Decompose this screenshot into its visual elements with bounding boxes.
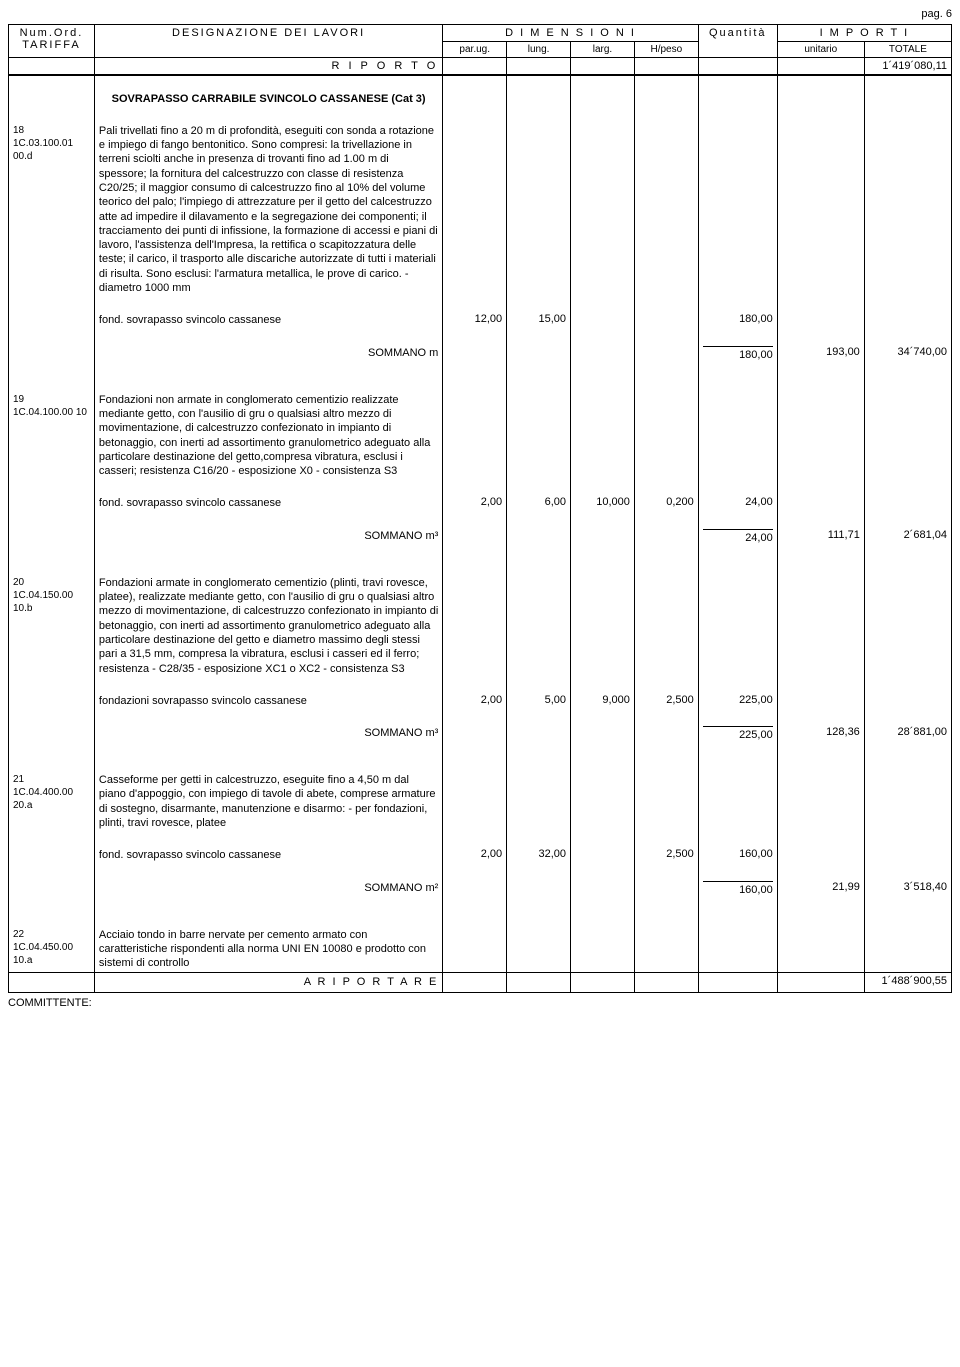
page-number: pag. 6 bbox=[8, 8, 952, 20]
header-quantita: Quantità bbox=[698, 25, 777, 58]
sommano-qty: 225,00 bbox=[698, 724, 777, 743]
table-row bbox=[9, 912, 952, 926]
header-totale: TOTALE bbox=[864, 42, 951, 58]
table-row: fond. sovrapasso svincolo cassanese2,003… bbox=[9, 846, 952, 864]
table-row bbox=[9, 330, 952, 344]
table-row bbox=[9, 757, 952, 771]
header-unitario: unitario bbox=[777, 42, 864, 58]
table-row: SOVRAPASSO CARRABILE SVINCOLO CASSANESE … bbox=[9, 90, 952, 108]
table-row bbox=[9, 76, 952, 90]
header-larg: larg. bbox=[571, 42, 635, 58]
section-title: SOVRAPASSO CARRABILE SVINCOLO CASSANESE … bbox=[94, 90, 442, 108]
header-lung: lung. bbox=[507, 42, 571, 58]
table-row bbox=[9, 377, 952, 391]
a-riportare-label: A R I P O R T A R E bbox=[94, 973, 442, 992]
header-hpeso: H/peso bbox=[634, 42, 698, 58]
item-code: 181C.03.100.01 00.d bbox=[9, 122, 95, 298]
table-row: fondazioni sovrapasso svincolo cassanese… bbox=[9, 692, 952, 710]
sommano-label: SOMMANO m² bbox=[94, 879, 442, 898]
table-row: SOMMANO m³225,00128,3628´881,00 bbox=[9, 724, 952, 743]
header-parug: par.ug. bbox=[443, 42, 507, 58]
header-dimensioni: D I M E N S I O N I bbox=[443, 25, 698, 42]
item-description: Fondazioni non armate in conglomerato ce… bbox=[94, 391, 442, 481]
table-row: 221C.04.450.00 10.aAcciaio tondo in barr… bbox=[9, 926, 952, 973]
item-code: 221C.04.450.00 10.a bbox=[9, 926, 95, 973]
committente-label: COMMITTENTE: bbox=[8, 997, 952, 1009]
table-row bbox=[9, 513, 952, 527]
table-row: 181C.03.100.01 00.dPali trivellati fino … bbox=[9, 122, 952, 298]
table-row bbox=[9, 108, 952, 122]
table-row bbox=[9, 297, 952, 311]
item-code: 191C.04.100.00 10 bbox=[9, 391, 95, 481]
measurement-label: fond. sovrapasso svincolo cassanese bbox=[94, 846, 442, 864]
item-description: Fondazioni armate in conglomerato cement… bbox=[94, 574, 442, 678]
item-code: 201C.04.150.00 10.b bbox=[9, 574, 95, 678]
table-header: Num.Ord. TARIFFA DESIGNAZIONE DEI LAVORI… bbox=[9, 25, 952, 58]
table-row: fond. sovrapasso svincolo cassanese2,006… bbox=[9, 494, 952, 512]
item-description: Casseforme per getti in calcestruzzo, es… bbox=[94, 771, 442, 832]
item-code: 211C.04.400.00 20.a bbox=[9, 771, 95, 832]
sommano-qty: 160,00 bbox=[698, 879, 777, 898]
header-designazione: DESIGNAZIONE DEI LAVORI bbox=[94, 25, 442, 58]
table-row: 201C.04.150.00 10.bFondazioni armate in … bbox=[9, 574, 952, 678]
table-row: SOMMANO m180,00193,0034´740,00 bbox=[9, 344, 952, 363]
sommano-label: SOMMANO m³ bbox=[94, 724, 442, 743]
table-row bbox=[9, 832, 952, 846]
riporto-row: R I P O R T O 1´419´080,11 bbox=[9, 58, 952, 75]
sommano-qty: 180,00 bbox=[698, 344, 777, 363]
table-row bbox=[9, 678, 952, 692]
table-row bbox=[9, 743, 952, 757]
measurement-label: fond. sovrapasso svincolo cassanese bbox=[94, 311, 442, 329]
table-row bbox=[9, 363, 952, 377]
item-description: Pali trivellati fino a 20 m di profondit… bbox=[94, 122, 442, 298]
riporto-label: R I P O R T O bbox=[94, 58, 442, 75]
sommano-label: SOMMANO m bbox=[94, 344, 442, 363]
table-row: fond. sovrapasso svincolo cassanese12,00… bbox=[9, 311, 952, 329]
a-riportare-value: 1´488´900,55 bbox=[864, 973, 951, 992]
table-row bbox=[9, 865, 952, 879]
sommano-label: SOMMANO m³ bbox=[94, 527, 442, 546]
table-row: 211C.04.400.00 20.aCasseforme per getti … bbox=[9, 771, 952, 832]
header-num-ord: Num.Ord. TARIFFA bbox=[9, 25, 95, 58]
sommano-qty: 24,00 bbox=[698, 527, 777, 546]
header-importi: I M P O R T I bbox=[777, 25, 951, 42]
item-description: Acciaio tondo in barre nervate per cemen… bbox=[94, 926, 442, 973]
table-row bbox=[9, 710, 952, 724]
table-row bbox=[9, 480, 952, 494]
table-row bbox=[9, 560, 952, 574]
riporto-value: 1´419´080,11 bbox=[864, 58, 951, 75]
bill-of-quantities-table: Num.Ord. TARIFFA DESIGNAZIONE DEI LAVORI… bbox=[8, 24, 952, 993]
table-row: SOMMANO m³24,00111,712´681,04 bbox=[9, 527, 952, 546]
table-row: 191C.04.100.00 10Fondazioni non armate i… bbox=[9, 391, 952, 481]
table-row bbox=[9, 546, 952, 560]
a-riportare-row: A R I P O R T A R E 1´488´900,55 bbox=[9, 973, 952, 992]
table-body: R I P O R T O 1´419´080,11 SOVRAPASSO CA… bbox=[9, 58, 952, 993]
table-row bbox=[9, 898, 952, 912]
table-row: SOMMANO m²160,0021,993´518,40 bbox=[9, 879, 952, 898]
measurement-label: fondazioni sovrapasso svincolo cassanese bbox=[94, 692, 442, 710]
measurement-label: fond. sovrapasso svincolo cassanese bbox=[94, 494, 442, 512]
